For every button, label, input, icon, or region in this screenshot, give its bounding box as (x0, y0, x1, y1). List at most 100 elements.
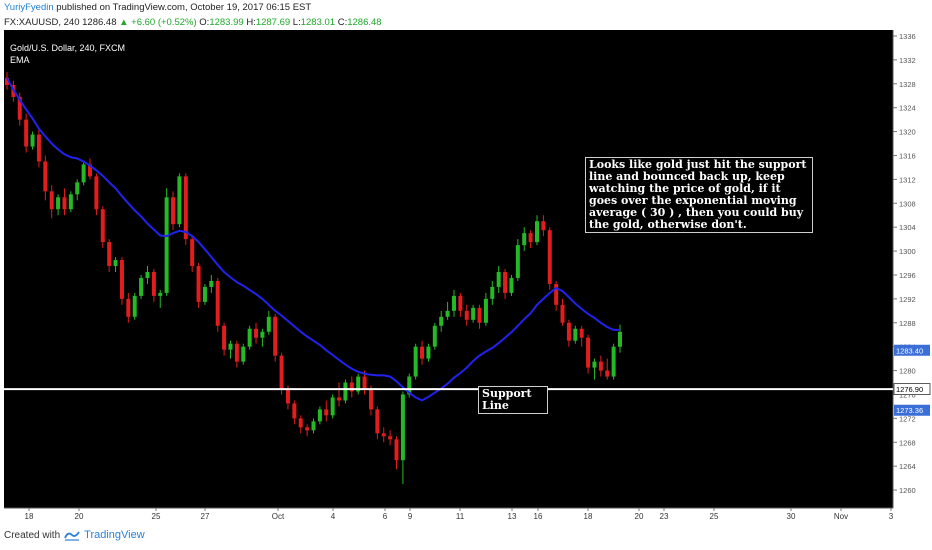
candle-body (439, 316, 444, 326)
candle-body (68, 194, 73, 210)
x-tick-label: 20 (75, 512, 84, 521)
candle-body (337, 397, 342, 401)
y-tick-label: 1300 (899, 247, 916, 256)
candle-body (573, 328, 578, 341)
y-tick-label: 1312 (899, 175, 916, 184)
candle-body (586, 337, 591, 368)
candle-body (158, 292, 163, 296)
candle-body (190, 239, 195, 267)
y-tick-label: 1304 (899, 223, 916, 232)
candle-body (88, 164, 93, 177)
candle-body (209, 280, 214, 287)
candle-body (356, 376, 361, 392)
support-line-label[interactable]: Support Line (478, 386, 548, 414)
candlestick-chart[interactable]: 1336133213281324132013161312130813041300… (0, 30, 932, 522)
candle-body (183, 176, 188, 240)
x-tick-label: 25 (152, 512, 161, 521)
candle-body (202, 286, 207, 302)
x-tick-label: Oct (272, 512, 285, 521)
candle-body (36, 134, 41, 162)
price-labels: 1283.40 1273.36 1276.90 (893, 344, 931, 416)
tradingview-brand[interactable]: TradingView (84, 529, 145, 541)
candle-body (254, 328, 259, 338)
candle-body (266, 316, 271, 332)
price-label-badge (894, 344, 930, 356)
candle-body (471, 307, 476, 320)
candle-body (222, 325, 227, 350)
candle-body (305, 427, 310, 431)
y-tick-label: 1332 (899, 56, 916, 65)
candle-body (324, 409, 329, 416)
candle-body (30, 134, 35, 147)
candle-body (407, 376, 412, 395)
candle-body (534, 221, 539, 243)
candle-body (151, 271, 156, 296)
candle-body (349, 382, 354, 392)
candle-body (560, 304, 565, 323)
close-value: 1286.48 (347, 17, 382, 28)
candle-body (330, 397, 335, 416)
candle-body (451, 295, 456, 311)
price-label-text: 1273.36 (896, 406, 923, 415)
candle-body (107, 242, 112, 267)
x-tick-label: 13 (508, 512, 517, 521)
x-tick-label: 18 (25, 512, 34, 521)
y-tick-label: 1268 (899, 438, 916, 447)
x-tick-label: 16 (534, 512, 543, 521)
candle-body (375, 409, 380, 434)
ema-line (6, 77, 620, 402)
chart-area[interactable]: 1336 1332 1328 1324 1320 1316 1312 1308 1304 1300… (0, 30, 932, 522)
candle-body (503, 271, 508, 293)
time-axis[interactable] (4, 508, 893, 522)
x-tick-label: 30 (787, 512, 796, 521)
x-tick-label: 4 (331, 512, 336, 521)
candle-body (62, 197, 67, 210)
candle-body (132, 295, 137, 317)
candle-body (171, 197, 176, 225)
candle-body (432, 325, 437, 347)
x-tick-label: 27 (201, 512, 210, 521)
y-tick-label: 1336 (899, 32, 916, 41)
open-value: 1283.99 (209, 17, 244, 28)
symbol-label: FX:XAUUSD, 240 (4, 17, 80, 28)
candle-body (49, 191, 54, 210)
candle-body (56, 197, 61, 210)
candle-body (420, 346, 425, 359)
price-axis[interactable] (893, 30, 932, 508)
candle-body (368, 388, 373, 410)
x-tick-labels: 18 20 25 27 Oct 4 6 9 11 13 16 18 20 23 25 30 Nov 3 (25, 508, 894, 521)
candle-body (196, 266, 201, 302)
candle-body (145, 271, 150, 278)
candle-body (343, 382, 348, 401)
candle-body (592, 361, 597, 368)
candle-body (215, 280, 220, 326)
x-tick-label: 20 (635, 512, 644, 521)
y-tick-label: 1308 (899, 199, 916, 208)
analysis-note[interactable]: Looks like gold just hit the support lin… (585, 157, 813, 233)
candle-body (445, 310, 450, 317)
price-change: ▲ +6.60 (+0.52%) (119, 17, 197, 28)
created-with-text: Created with (4, 529, 61, 541)
candle-body (541, 221, 546, 231)
candle-body (164, 197, 169, 293)
open-label: O: (199, 17, 210, 28)
candle-body (247, 328, 252, 347)
candle-body (81, 164, 86, 183)
y-tick-label: 1320 (899, 128, 916, 137)
candle-body (362, 376, 367, 389)
low-label: L: (292, 17, 301, 28)
candle-body (464, 310, 469, 320)
author-link[interactable]: YuriyFyedin (4, 2, 54, 13)
x-tick-label: 23 (660, 512, 669, 521)
last-price: 1286.48 (82, 17, 117, 28)
candle-body (496, 271, 501, 287)
candle-body (394, 439, 399, 461)
candle-body (273, 316, 278, 356)
x-tick-label: 6 (383, 512, 388, 521)
y-tick-label: 1296 (899, 271, 916, 280)
candles (5, 71, 622, 485)
candle-body (126, 298, 131, 317)
candle-body (94, 176, 99, 210)
price-label-text: 1276.90 (896, 385, 923, 394)
candle-body (113, 260, 118, 267)
